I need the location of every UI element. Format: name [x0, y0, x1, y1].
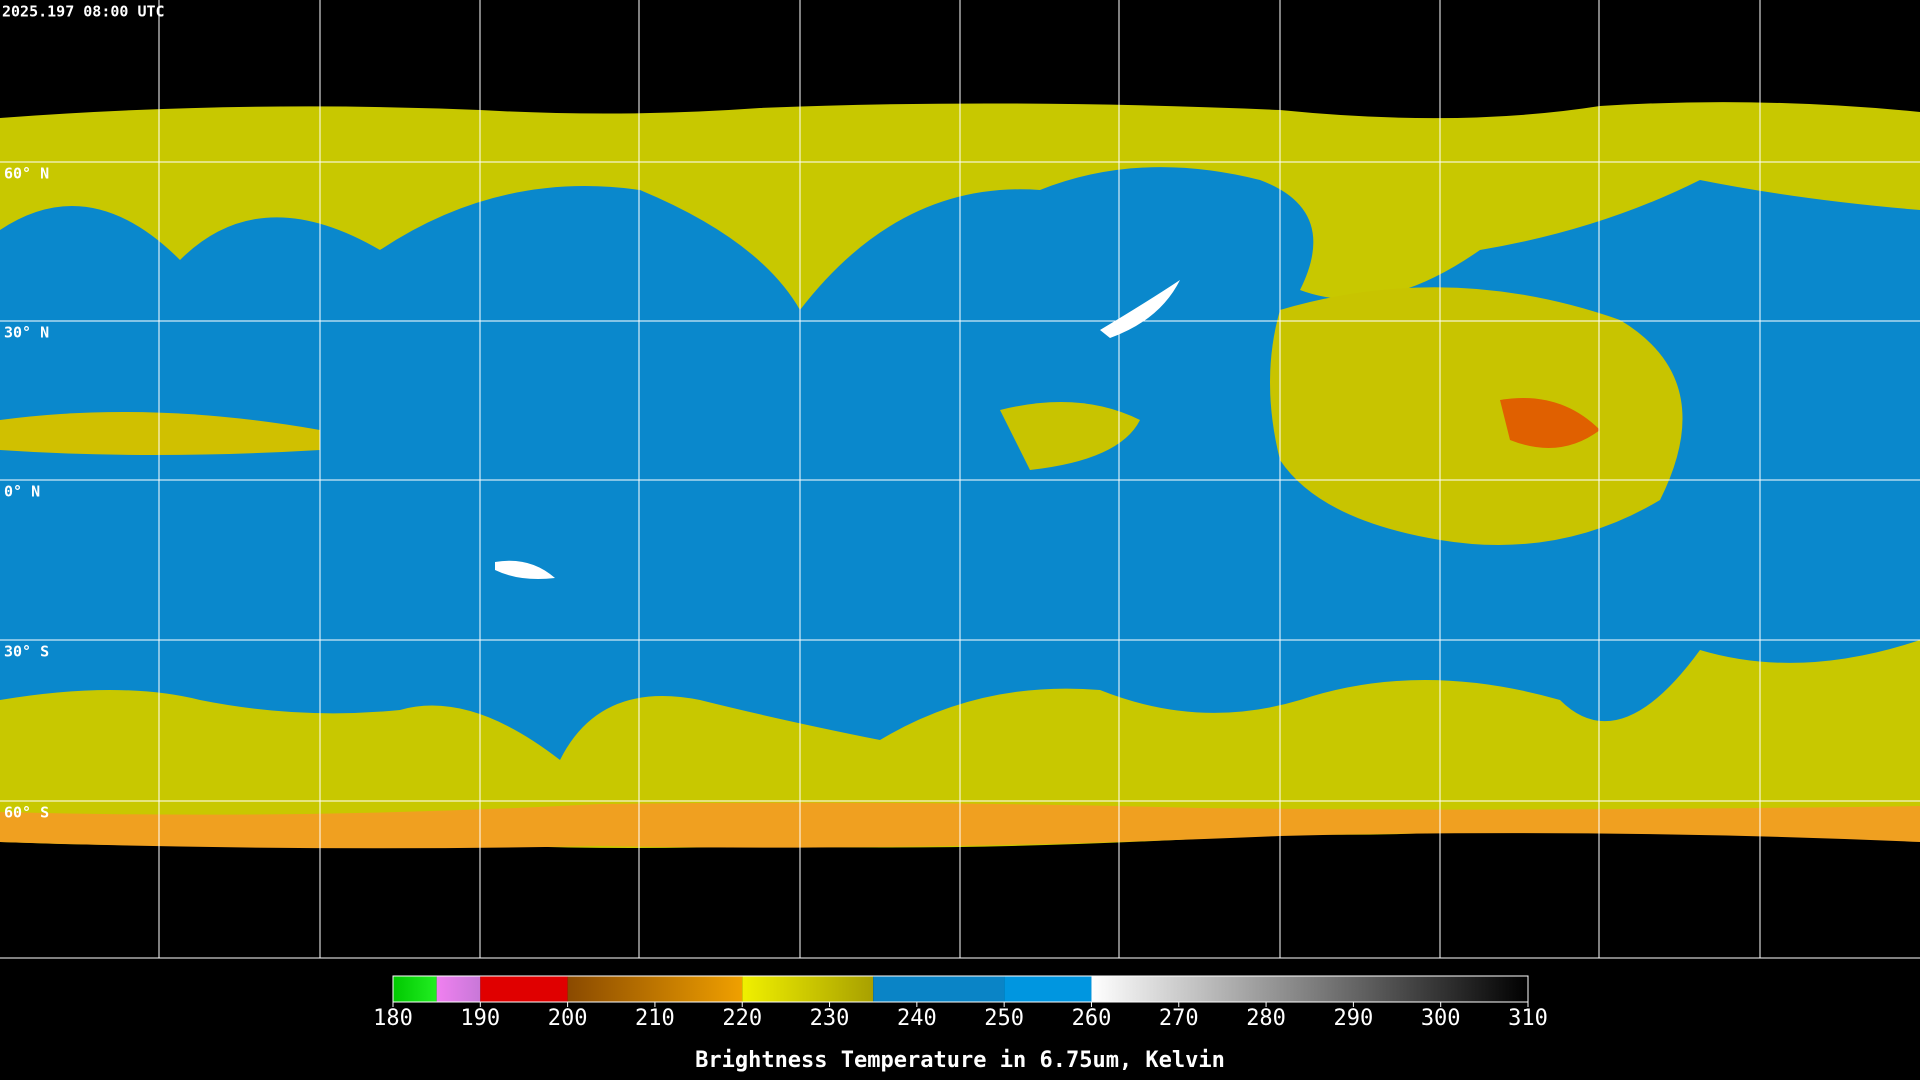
- colorbar-segment: [436, 976, 481, 1002]
- lat-label: 30° S: [4, 643, 49, 661]
- lat-label: 0° N: [4, 483, 40, 501]
- colorbar-tick-label: 290: [1334, 1006, 1374, 1031]
- colorbar-tick-label: 270: [1159, 1006, 1199, 1031]
- colorbar-tick-label: 180: [373, 1006, 413, 1031]
- african-cloud: [1000, 402, 1140, 470]
- colorbar-frame: [392, 975, 1529, 1003]
- lat-label: 30° N: [4, 324, 49, 342]
- colorbar-tick-label: 250: [984, 1006, 1024, 1031]
- dry-spot: [1100, 280, 1180, 338]
- storm-core: [1500, 398, 1600, 448]
- graticule: [0, 0, 1920, 959]
- itcz: [0, 412, 320, 455]
- colorbar-tick-label: 310: [1508, 1006, 1548, 1031]
- colorbar-segment: [742, 976, 874, 1002]
- lat-label: 60° S: [4, 804, 49, 822]
- colorbar-tick-label: 230: [810, 1006, 850, 1031]
- colorbar-tick-label: 200: [548, 1006, 588, 1031]
- timestamp: 2025.197 08:00 UTC: [2, 3, 165, 21]
- colorbar-segment: [567, 976, 743, 1002]
- colorbar-tick-label: 300: [1421, 1006, 1461, 1031]
- colorbar-tick-label: 280: [1246, 1006, 1286, 1031]
- colorbar-tick-label: 220: [722, 1006, 762, 1031]
- colorbar-title: Brightness Temperature in 6.75um, Kelvin: [695, 1048, 1225, 1073]
- colorbar-tick-label: 210: [635, 1006, 675, 1031]
- monsoon-cloud: [1270, 287, 1683, 545]
- colorbar-segment: [1004, 976, 1092, 1002]
- colorbar-segment: [1091, 976, 1528, 1002]
- lat-label: 60° N: [4, 165, 49, 183]
- colorbar-segment: [480, 976, 568, 1002]
- colorbar-segment: [873, 976, 1005, 1002]
- colorbar-tick-label: 260: [1072, 1006, 1112, 1031]
- colorbar-tick-label: 190: [460, 1006, 500, 1031]
- dry-spot: [495, 560, 555, 579]
- colorbar-tick-label: 240: [897, 1006, 937, 1031]
- colorbar: 180 190 200 210 220 230 240 250 260 270 280 290 300 3…: [373, 975, 1548, 1031]
- colorbar-segment: [393, 976, 437, 1002]
